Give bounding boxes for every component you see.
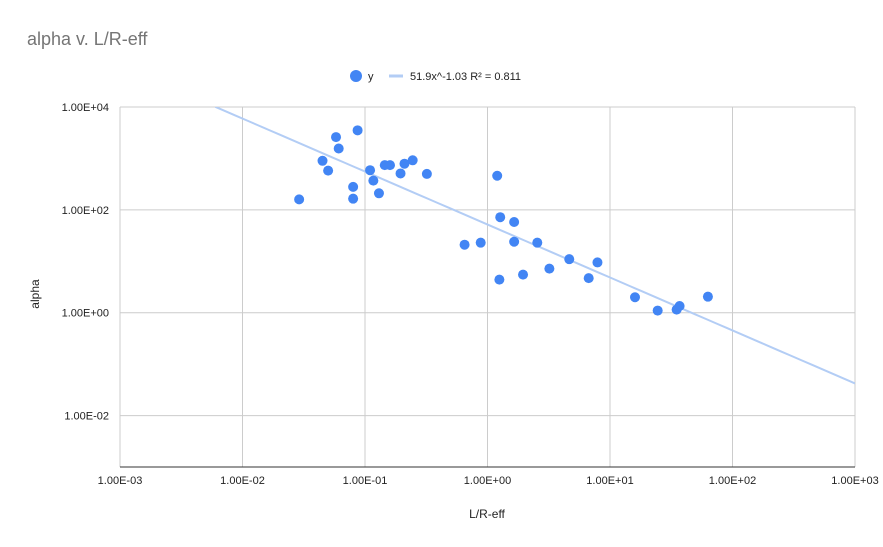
data-point — [475, 237, 486, 248]
data-point — [348, 193, 359, 204]
x-tick-label: 1.00E+01 — [586, 475, 633, 487]
data-point — [652, 305, 663, 316]
data-point — [407, 155, 418, 166]
data-point — [509, 236, 520, 247]
data-point — [294, 194, 305, 205]
x-tick-label: 1.00E-03 — [98, 475, 143, 487]
x-tick-label: 1.00E+00 — [464, 475, 511, 487]
y-tick-label: 1.00E+04 — [62, 102, 109, 114]
data-point — [702, 291, 713, 302]
legend-trendline-label: 51.9x^-1.03 R² = 0.811 — [410, 71, 521, 83]
data-point — [630, 292, 640, 303]
data-point — [323, 165, 334, 176]
data-point — [317, 155, 328, 166]
points-layer — [294, 125, 713, 316]
y-tick-label: 1.00E+02 — [62, 205, 109, 217]
y-tick-label: 1.00E-02 — [64, 411, 109, 423]
legend: y 51.9x^-1.03 R² = 0.811 — [350, 70, 521, 83]
data-point — [348, 181, 359, 192]
data-point — [674, 301, 685, 312]
chart-title: alpha v. L/R-eff — [27, 29, 148, 49]
y-tick-label: 1.00E+00 — [62, 308, 109, 320]
x-axis-tick-labels: 1.00E-03 1.00E-02 1.00E-01 1.00E+00 1.00E+01… — [98, 475, 879, 487]
x-tick-label: 1.00E+02 — [709, 475, 756, 487]
data-point — [583, 273, 594, 284]
x-tick-label: 1.00E-02 — [220, 475, 265, 487]
data-point — [368, 175, 379, 186]
data-point — [509, 217, 520, 228]
y-axis-title: alpha — [28, 279, 42, 309]
data-point — [494, 274, 505, 285]
data-point — [333, 143, 344, 154]
y-axis-tick-labels: 1.00E-02 1.00E+00 1.00E+02 1.00E+04 — [62, 102, 109, 423]
data-point — [395, 168, 406, 179]
x-axis-title: L/R-eff — [469, 507, 505, 521]
legend-points-marker — [350, 70, 362, 82]
data-point — [459, 239, 470, 250]
data-point — [365, 165, 376, 176]
data-point — [544, 263, 555, 274]
data-point — [495, 212, 506, 223]
data-point — [373, 188, 384, 199]
legend-points-label: y — [368, 71, 374, 83]
data-point — [385, 160, 395, 171]
gridlines — [119, 106, 856, 468]
x-tick-label: 1.00E+03 — [831, 475, 878, 487]
data-point — [352, 125, 363, 136]
data-point — [399, 158, 410, 169]
data-point — [421, 168, 432, 179]
data-point — [518, 269, 529, 280]
data-point — [331, 132, 342, 143]
data-point — [592, 257, 603, 268]
data-point — [492, 170, 503, 181]
data-point — [532, 237, 543, 248]
x-tick-label: 1.00E-01 — [343, 475, 388, 487]
data-point — [564, 254, 575, 265]
